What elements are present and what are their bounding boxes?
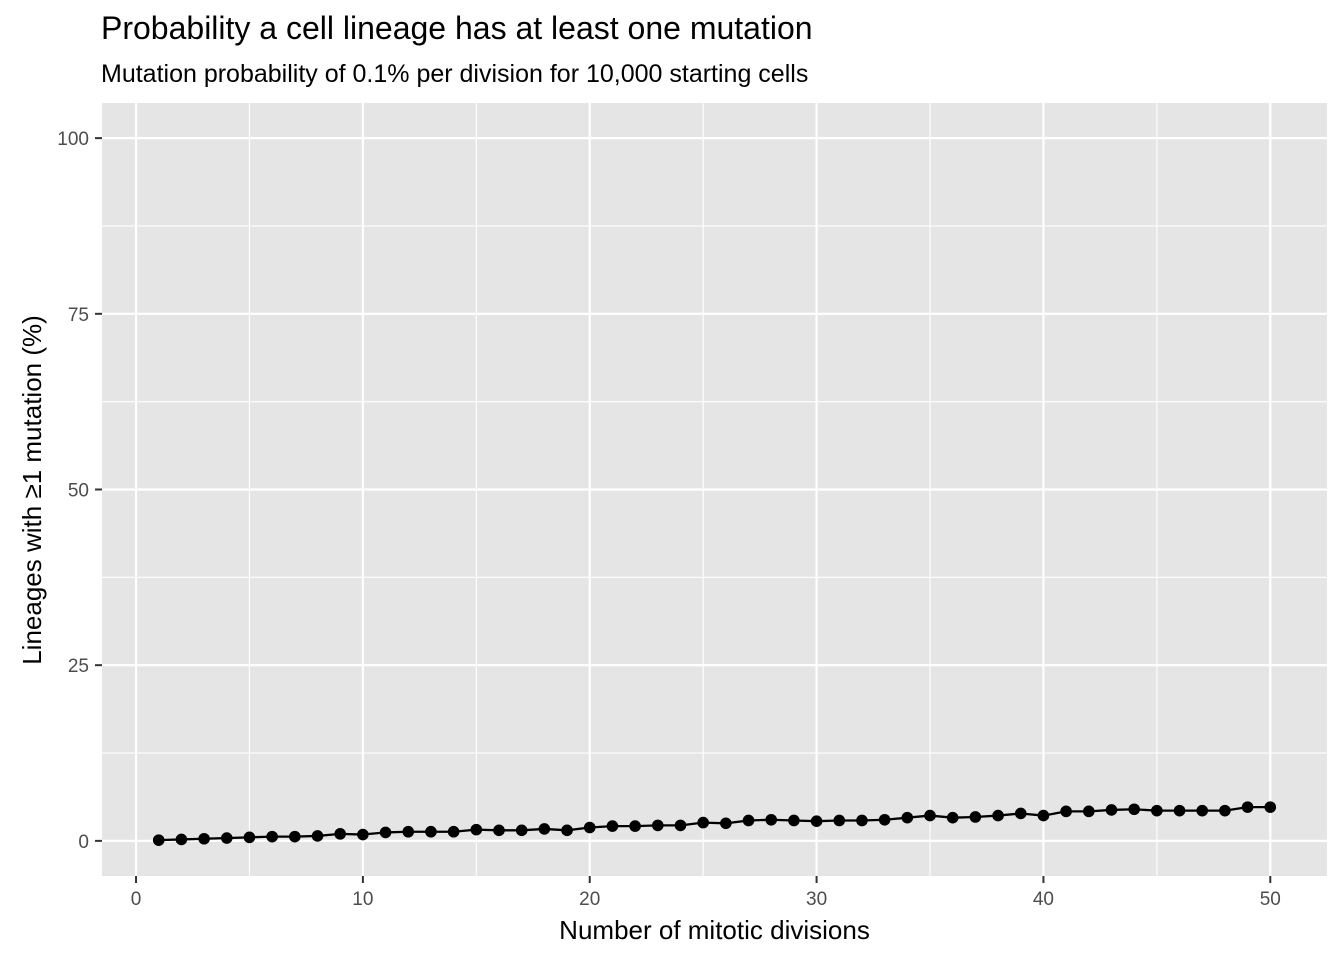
data-point: [878, 813, 891, 826]
data-point: [742, 814, 755, 827]
data-point: [1173, 804, 1186, 817]
data-point: [697, 816, 709, 829]
y-tick-label: 75: [68, 305, 89, 326]
data-point: [901, 811, 914, 824]
data-point: [289, 830, 301, 843]
x-axis: 0 10 20 30 40 50: [131, 876, 1281, 910]
data-point: [765, 813, 778, 826]
data-point: [379, 826, 392, 839]
data-point: [1219, 804, 1231, 817]
y-tick-label: 50: [68, 481, 89, 502]
data-point: [720, 817, 732, 830]
data-point: [334, 828, 346, 840]
data-point: [651, 819, 664, 832]
data-point: [833, 814, 846, 827]
data-point: [220, 832, 233, 844]
data-point: [924, 809, 936, 822]
x-tick-label: 40: [1033, 889, 1054, 910]
x-axis-title: Number of mitotic divisions: [559, 915, 870, 945]
data-point: [1264, 801, 1277, 813]
x-tick-label: 30: [806, 889, 827, 910]
data-point: [1014, 807, 1027, 820]
data-point: [629, 820, 641, 832]
data-series: [152, 801, 1277, 846]
data-point: [969, 811, 982, 823]
data-point: [1037, 809, 1050, 822]
y-axis-title: Lineages with ≥1 mutation (%): [17, 315, 47, 665]
data-point: [561, 824, 573, 837]
data-point: [493, 824, 505, 837]
data-point: [175, 833, 188, 846]
data-point: [538, 823, 551, 835]
chart-subtitle: Mutation probability of 0.1% per divisio…: [101, 60, 808, 88]
y-tick-label: 25: [68, 656, 89, 677]
data-point: [515, 824, 528, 837]
data-point: [1105, 804, 1118, 816]
data-point: [470, 823, 483, 836]
y-tick-label: 100: [57, 129, 89, 150]
data-point: [243, 831, 256, 844]
x-tick-label: 0: [131, 889, 142, 910]
data-point: [402, 825, 415, 838]
y-tick-label: 0: [78, 832, 89, 853]
data-point: [810, 815, 823, 827]
x-tick-label: 20: [579, 889, 600, 910]
data-point: [1128, 803, 1140, 816]
chart-title: Probability a cell lineage has at least …: [101, 10, 813, 46]
data-point: [1151, 804, 1163, 817]
data-point: [1060, 805, 1072, 818]
x-tick-label: 50: [1260, 889, 1281, 910]
data-point: [992, 809, 1004, 822]
data-point: [266, 830, 278, 843]
data-point: [152, 834, 165, 846]
data-point: [583, 821, 596, 834]
data-point: [1241, 801, 1254, 813]
data-point: [198, 832, 210, 845]
data-point: [447, 825, 460, 838]
data-point: [425, 825, 437, 838]
data-point: [788, 814, 800, 827]
data-point: [606, 820, 619, 832]
data-point: [674, 819, 687, 832]
data-point: [357, 828, 369, 841]
major-gridlines: [102, 103, 1327, 876]
x-tick-label: 10: [352, 889, 373, 910]
data-point: [856, 814, 868, 827]
data-point: [1083, 805, 1095, 818]
y-axis: 0 25 50 75 100: [57, 129, 102, 853]
data-point: [311, 830, 324, 842]
data-point: [1196, 804, 1209, 817]
data-point: [946, 811, 959, 824]
